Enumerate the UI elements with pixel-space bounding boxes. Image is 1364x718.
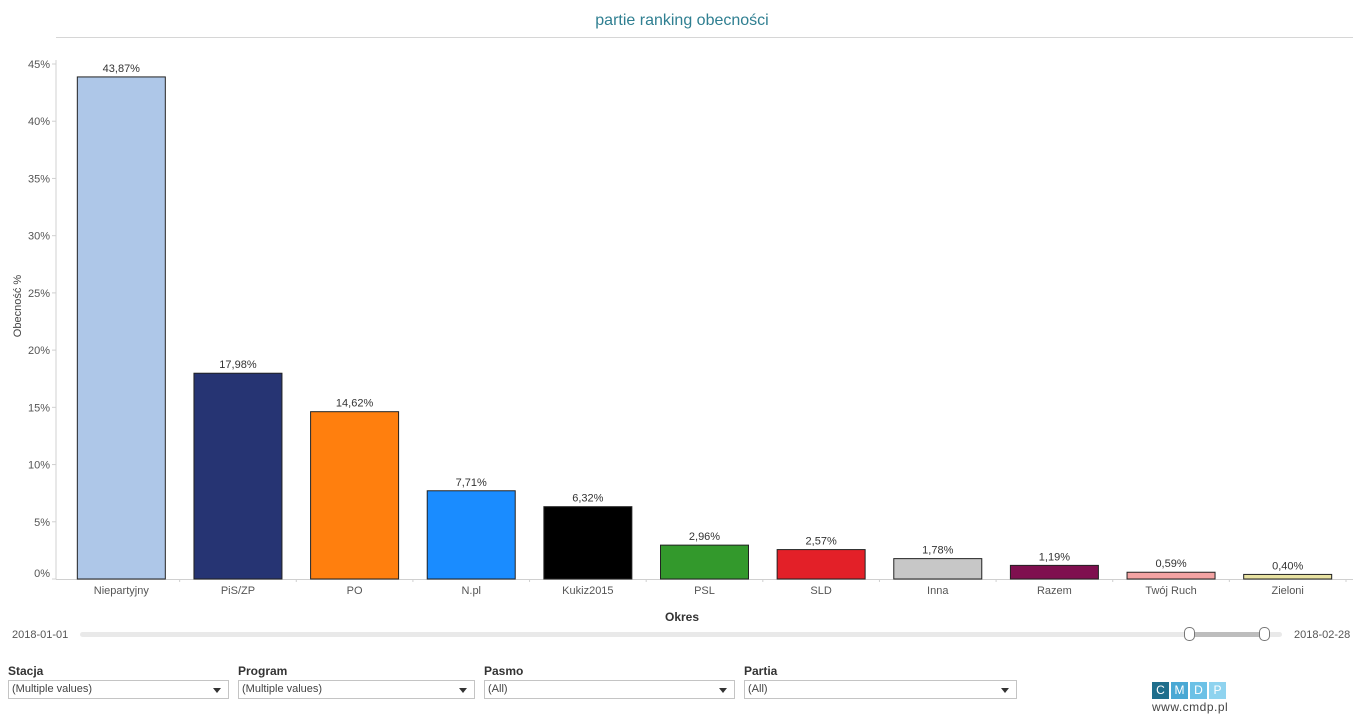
filter-program-label: Program	[238, 664, 288, 678]
filter-partia-select[interactable]: (All)	[744, 680, 1017, 699]
bar-zieloni	[1243, 573, 1333, 580]
x-tick-label: Niepartyjny	[94, 585, 150, 597]
dropdown-arrow-icon	[719, 688, 727, 693]
period-start-date: 2018-01-01	[12, 629, 69, 641]
filter-pasmo: Pasmo (All)	[484, 664, 735, 699]
x-tick-label: PiS/ZP	[221, 585, 255, 597]
y-tick-label: 5%	[34, 517, 50, 529]
bar-po	[310, 411, 400, 580]
x-tick-label: Razem	[1037, 585, 1072, 597]
y-tick-label: 35%	[28, 173, 50, 185]
bar-value-label: 2,57%	[806, 536, 837, 548]
bar-niepartyjny	[76, 76, 166, 580]
y-tick-label: 15%	[28, 402, 50, 414]
period-end-date: 2018-02-28	[1294, 629, 1351, 641]
filter-pasmo-label: Pasmo	[484, 664, 524, 678]
dropdown-arrow-icon	[1001, 688, 1009, 693]
filter-program-select[interactable]: (Multiple values)	[238, 680, 475, 699]
bar-pis-zp	[193, 372, 283, 580]
x-tick-label: Kukiz2015	[562, 585, 613, 597]
bar-value-label: 17,98%	[219, 359, 257, 371]
x-tick-label: PSL	[694, 585, 715, 597]
logo-url[interactable]: www.cmdp.pl	[1152, 700, 1229, 714]
y-tick-label: 40%	[28, 116, 50, 128]
period-slider-end-handle[interactable]	[1259, 627, 1270, 641]
filter-pasmo-select[interactable]: (All)	[484, 680, 735, 699]
filter-stacja: Stacja (Multiple values)	[8, 664, 229, 699]
filter-stacja-label: Stacja	[8, 664, 44, 678]
x-tick-label: PO	[347, 585, 363, 597]
filter-stacja-select[interactable]: (Multiple values)	[8, 680, 229, 699]
dropdown-arrow-icon	[213, 688, 221, 693]
bar-n-pl	[426, 490, 516, 580]
bar-psl	[660, 544, 749, 580]
logo-letter: M	[1171, 682, 1188, 699]
dropdown-arrow-icon	[459, 688, 467, 693]
x-tick-label: Zieloni	[1271, 585, 1303, 597]
filter-partia-value: (All)	[748, 683, 768, 695]
bar-razem	[1009, 564, 1099, 580]
x-tick-label: SLD	[810, 585, 831, 597]
y-tick-label: 0%	[34, 568, 50, 580]
bar-value-label: 2,96%	[689, 531, 720, 543]
bar-value-label: 43,87%	[103, 63, 141, 75]
period-label: Okres	[664, 610, 700, 624]
bar-value-label: 7,71%	[456, 477, 487, 489]
chart-title: partie ranking obecności	[595, 12, 769, 29]
bar-kukiz2015	[543, 506, 633, 580]
bar-value-label: 14,62%	[336, 398, 374, 410]
title-divider	[56, 37, 1353, 38]
y-tick-label: 45%	[28, 59, 50, 71]
bar-value-label: 1,19%	[1039, 551, 1070, 563]
x-tick-label: Twój Ruch	[1145, 585, 1196, 597]
bar-value-label: 0,40%	[1272, 560, 1303, 572]
bar-value-label: 1,78%	[922, 545, 953, 557]
period-slider-start-handle[interactable]	[1184, 627, 1195, 641]
filter-program-value: (Multiple values)	[242, 683, 323, 695]
logo-letter: P	[1209, 682, 1226, 699]
y-tick-label: 10%	[28, 460, 50, 472]
period-slider-range[interactable]	[1189, 632, 1265, 637]
logo-letter: D	[1190, 682, 1207, 699]
filter-stacja-value: (Multiple values)	[12, 683, 93, 695]
bar-tw-j-ruch	[1126, 571, 1216, 580]
y-tick-label: 30%	[28, 231, 50, 243]
y-tick-label: 20%	[28, 345, 50, 357]
period-slider-track[interactable]	[80, 632, 1282, 637]
filter-program: Program (Multiple values)	[238, 664, 475, 699]
x-tick-label: Inna	[927, 585, 949, 597]
logo-letter: C	[1152, 682, 1169, 699]
y-axis-title: Obecność %	[12, 275, 24, 338]
filter-partia-label: Partia	[744, 664, 778, 678]
bar-value-label: 0,59%	[1155, 558, 1186, 570]
y-tick-label: 25%	[28, 288, 50, 300]
bar-sld	[776, 549, 866, 580]
filter-pasmo-value: (All)	[488, 683, 508, 695]
bar-chart: 0% 5% 10% 15% 20% 25% 30% 35% 40% 45% Obecność % 43…	[12, 59, 1353, 597]
x-tick-label: N.pl	[461, 585, 481, 597]
bar-inna	[893, 558, 983, 580]
filter-partia: Partia (All)	[744, 664, 1017, 699]
bar-value-label: 6,32%	[572, 493, 603, 505]
